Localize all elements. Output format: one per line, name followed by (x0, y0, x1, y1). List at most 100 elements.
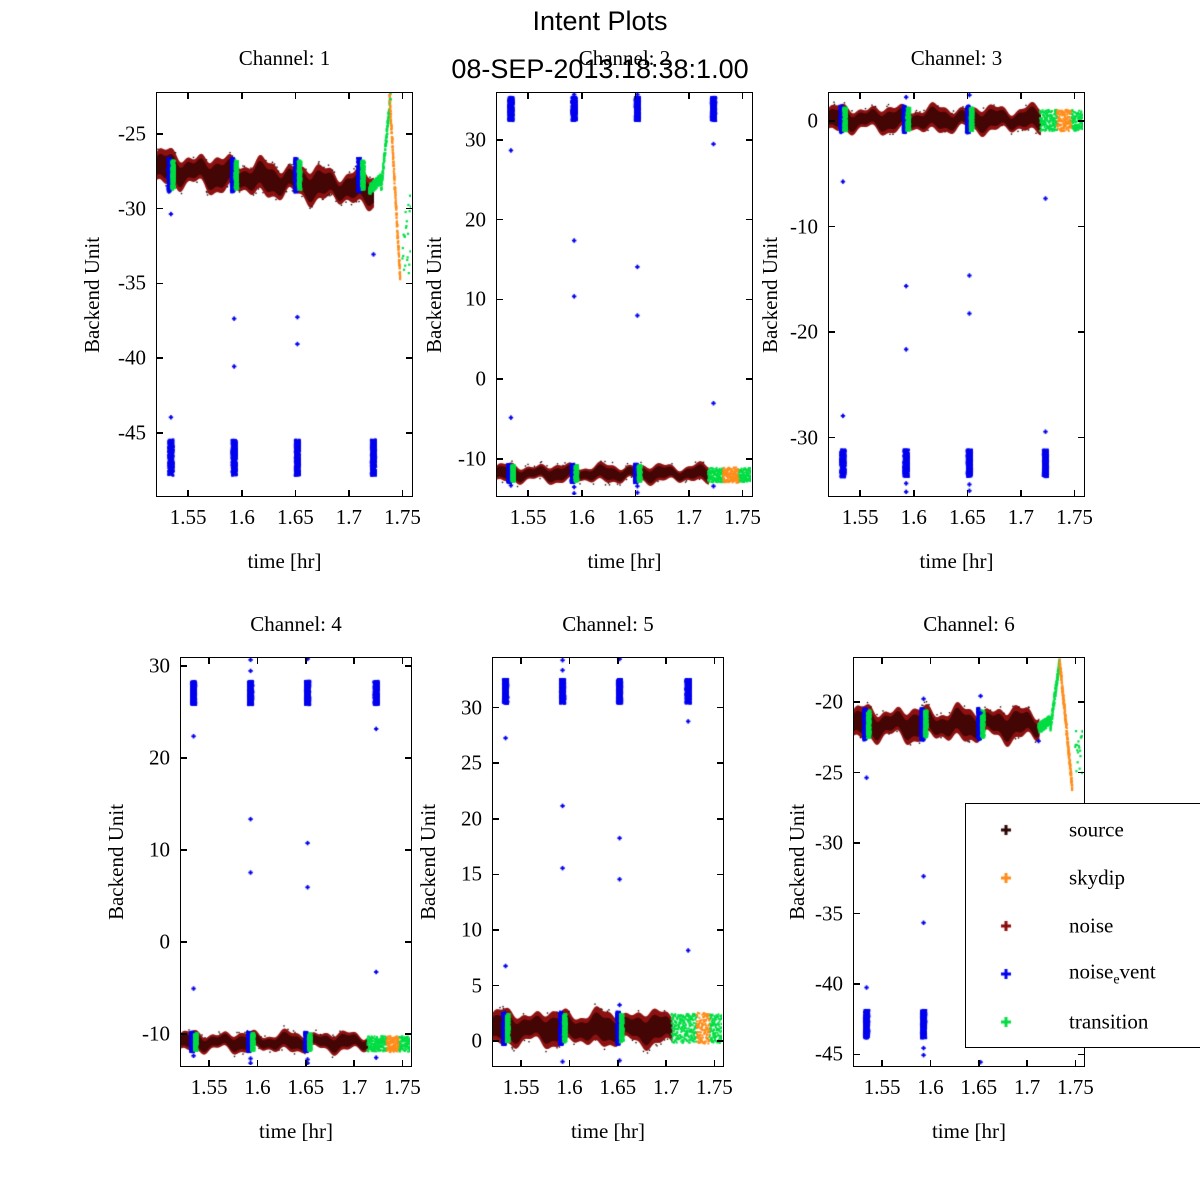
y-tick (180, 757, 187, 759)
legend-marker-icon (999, 1015, 1013, 1029)
x-tick-label: 1.7 (1013, 1075, 1041, 1099)
y-tick (156, 432, 163, 434)
x-tick-top (1074, 657, 1077, 664)
axes-4 (180, 657, 412, 1067)
x-tick-label: 1.6 (568, 505, 595, 529)
y-tick (180, 941, 187, 943)
x-tick-top (859, 92, 861, 99)
x-tick-top (1026, 657, 1028, 664)
figure-title: Intent Plots (532, 6, 668, 36)
x-tick-label: 1.65 (276, 505, 314, 529)
x-tick-label: 1.7 (652, 1075, 680, 1099)
y-tick-right (746, 298, 753, 301)
x-tick (859, 490, 861, 497)
y-tick (492, 929, 499, 931)
x-tick-label: 1.55 (863, 1075, 901, 1099)
y-tick-right (405, 1033, 412, 1036)
x-tick-top (256, 657, 259, 664)
y-tick-label: -30 (790, 425, 818, 450)
y-tick-label: 10 (465, 286, 486, 311)
x-tick-label: 1.75 (724, 505, 761, 529)
x-tick-top (208, 657, 210, 664)
x-tick-top (616, 657, 619, 664)
legend-item-noise: noise (966, 902, 1200, 950)
y-tick-right (405, 665, 412, 667)
x-tick-label: 1.65 (599, 1075, 637, 1099)
y-tick-label: 30 (149, 653, 170, 678)
x-tick (741, 490, 744, 497)
x-tick (294, 490, 297, 497)
x-tick (353, 1060, 355, 1067)
x-tick (527, 490, 529, 497)
axes-1 (156, 92, 413, 497)
panel-title-4: Channel: 4 (250, 612, 342, 636)
y-tick-right (746, 458, 753, 460)
x-tick-top (912, 92, 915, 99)
y-tick (496, 458, 503, 460)
x-tick (966, 490, 969, 497)
x-tick-top (634, 92, 637, 99)
figure-subtitle-timestamp: 08-SEP-2013.18:38:1.00 (451, 54, 749, 84)
y-tick-label: -10 (790, 214, 818, 239)
x-tick-label: 1.7 (1007, 505, 1035, 529)
y-tick-right (717, 929, 724, 931)
y-tick (156, 133, 163, 135)
legend-marker-icon (999, 823, 1013, 837)
x-tick-label: 1.6 (556, 1075, 583, 1099)
plot-canvas-3 (829, 93, 1083, 495)
y-tick-right (406, 207, 413, 210)
x-axis-label: time [hr] (919, 549, 994, 573)
y-tick-right (406, 282, 413, 285)
y-tick-label: -10 (142, 1021, 170, 1046)
x-axis-label: time [hr] (258, 1119, 334, 1143)
x-tick-label: 1.7 (675, 505, 703, 529)
x-tick (520, 1060, 522, 1067)
legend-marker-icon (999, 919, 1013, 933)
y-tick (180, 1033, 187, 1036)
y-tick (180, 849, 187, 851)
y-tick-label: 30 (461, 695, 482, 720)
x-tick (977, 1060, 980, 1067)
y-tick-label: 0 (475, 366, 487, 391)
y-tick-label: -20 (815, 689, 843, 714)
y-tick (496, 139, 503, 141)
y-axis-label: Backend Unit (785, 803, 809, 921)
x-tick (929, 1060, 932, 1067)
x-tick-top (568, 657, 571, 664)
y-tick-right (1078, 771, 1085, 774)
x-tick (1073, 490, 1076, 497)
y-tick-label: 5 (471, 973, 483, 998)
x-tick-top (881, 657, 883, 664)
y-tick-right (406, 357, 413, 359)
y-tick (828, 225, 835, 228)
x-tick (240, 490, 243, 497)
panel-title-1: Channel: 1 (238, 46, 331, 70)
y-tick-label: -30 (815, 830, 843, 855)
x-tick-label: 1.65 (948, 505, 986, 529)
y-tick (492, 817, 499, 820)
x-tick-label: 1.55 (169, 505, 207, 529)
y-tick (156, 357, 163, 359)
y-tick (828, 436, 835, 439)
panel-title-5: Channel: 5 (562, 612, 654, 636)
y-tick-right (405, 849, 412, 851)
y-tick (156, 207, 163, 210)
x-tick-label: 1.75 (696, 1075, 733, 1099)
y-tick-label: 0 (159, 929, 171, 954)
x-tick-label: 1.6 (917, 1075, 944, 1099)
y-tick (853, 1053, 860, 1056)
y-tick-right (1078, 225, 1085, 228)
x-tick-top (240, 92, 243, 99)
legend-item-source: source (966, 806, 1200, 854)
x-tick-top (353, 657, 355, 664)
x-tick (1020, 490, 1022, 497)
x-tick-top (929, 657, 932, 664)
x-tick-label: 1.6 (900, 505, 927, 529)
x-tick-label: 1.65 (287, 1075, 325, 1099)
y-tick-label: 15 (461, 861, 482, 886)
y-tick-label: 10 (149, 837, 170, 862)
x-tick-top (401, 657, 404, 664)
